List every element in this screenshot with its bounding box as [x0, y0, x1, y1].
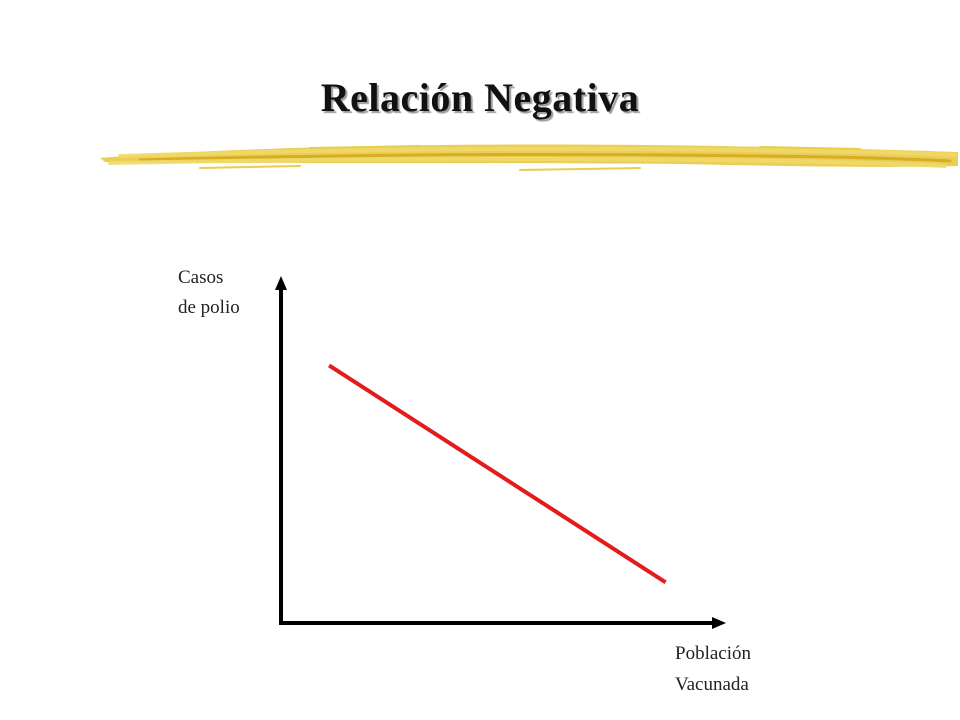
x-axis-label-line-2: Vacunada: [675, 674, 749, 695]
brushstroke-streak: [759, 146, 861, 150]
brushstroke-streak: [309, 145, 421, 149]
brushstroke-streak: [199, 165, 301, 169]
chart-series-layer: [328, 363, 667, 584]
series-line-0: [328, 363, 667, 584]
brushstroke-path: [118, 146, 957, 158]
y-axis-label-line-2: de polio: [178, 297, 240, 318]
x-axis-arrowhead: [712, 617, 726, 629]
slide-title: Relación Negativa: [320, 75, 640, 120]
brushstroke-path: [138, 153, 952, 163]
chart-axes: [275, 276, 726, 629]
brushstroke-path: [108, 157, 947, 168]
x-axis-label-line-1: Población: [675, 643, 751, 664]
y-axis-label-line-1: Casos: [178, 267, 223, 288]
brushstroke-streak: [519, 167, 641, 171]
y-axis-arrowhead: [275, 276, 287, 290]
